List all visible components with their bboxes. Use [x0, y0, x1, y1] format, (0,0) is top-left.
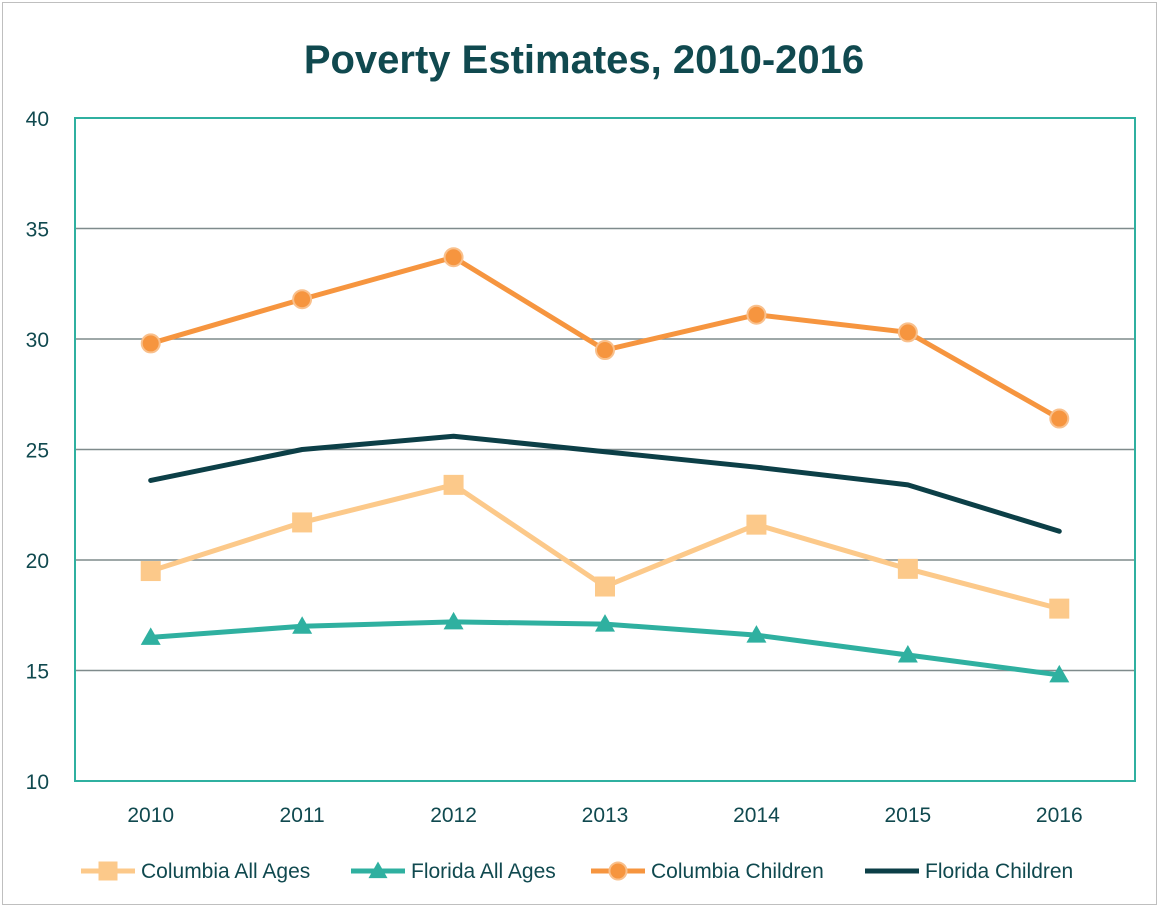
data-point: [443, 474, 464, 495]
legend-item: Florida Children: [865, 860, 1073, 883]
data-point: [1049, 598, 1070, 619]
data-point: [608, 861, 628, 881]
y-tick-label: 25: [26, 440, 49, 463]
legend-label: Florida All Ages: [411, 860, 556, 883]
x-tick-label: 2014: [733, 804, 780, 827]
x-tick-label: 2016: [1036, 804, 1083, 827]
data-point: [595, 340, 615, 361]
series-florida-children: [148, 433, 1062, 534]
data-point: [746, 514, 767, 535]
x-axis-tick-labels: 2010 2011 2012 2013 2014 2015 2016: [127, 804, 1082, 827]
y-tick-label: 15: [26, 661, 49, 684]
data-point: [368, 861, 388, 879]
data-point: [595, 614, 615, 632]
data-point: [897, 322, 918, 343]
plot-area-border: [74, 117, 1136, 782]
x-tick-label: 2011: [280, 804, 325, 827]
series-group: [140, 247, 1070, 683]
data-point: [292, 616, 313, 634]
data-point: [1049, 408, 1070, 429]
data-point: [746, 625, 767, 643]
data-point: [1049, 664, 1070, 683]
line-chart: Poverty Estimates, 2010-2016 10 15 20 25 30 3…: [26, 38, 1136, 883]
y-tick-label: 30: [26, 329, 49, 352]
y-tick-label: 35: [26, 219, 49, 242]
data-point: [140, 561, 161, 582]
data-point: [140, 627, 161, 645]
data-point: [443, 611, 464, 630]
data-point: [98, 861, 118, 881]
data-point: [595, 576, 615, 597]
legend-label: Florida Children: [925, 860, 1073, 883]
series-line: [148, 254, 1062, 422]
series-line: [148, 433, 1062, 534]
legend-label: Columbia Children: [651, 860, 824, 883]
data-point: [443, 247, 464, 268]
y-tick-label: 20: [26, 550, 49, 573]
data-point: [746, 304, 767, 325]
legend-item: Columbia All Ages: [81, 860, 310, 883]
chart-title: Poverty Estimates, 2010-2016: [304, 38, 864, 82]
legend: Columbia All Ages Florida All Ages Columbi…: [81, 860, 1073, 883]
x-tick-label: 2013: [582, 804, 629, 827]
x-tick-label: 2015: [884, 804, 931, 827]
legend-item: Columbia Children: [591, 860, 824, 883]
x-tick-label: 2012: [430, 804, 477, 827]
legend-item: Florida All Ages: [351, 860, 556, 883]
x-tick-label: 2010: [127, 804, 174, 827]
data-point: [292, 289, 313, 310]
data-point: [897, 645, 918, 663]
legend-label: Columbia All Ages: [141, 860, 310, 883]
series-columbia-all-ages: [140, 474, 1070, 619]
series-florida-all-ages: [140, 611, 1070, 683]
y-axis-tick-labels: 10 15 20 25 30 35 40: [26, 108, 49, 794]
series-columbia-children: [140, 247, 1070, 429]
data-point: [292, 512, 313, 533]
y-tick-label: 10: [26, 771, 49, 794]
y-tick-label: 40: [26, 108, 49, 131]
data-point: [897, 558, 918, 579]
data-point: [140, 333, 161, 354]
